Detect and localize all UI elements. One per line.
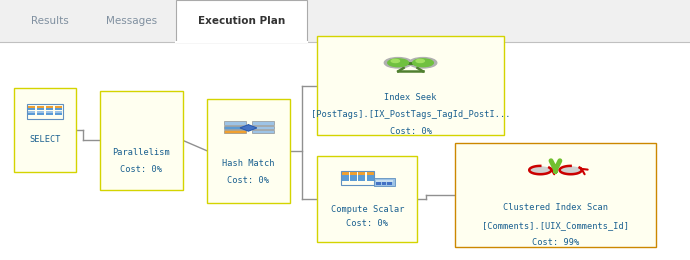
FancyBboxPatch shape	[359, 172, 366, 174]
FancyBboxPatch shape	[0, 42, 690, 260]
FancyBboxPatch shape	[37, 106, 44, 108]
FancyBboxPatch shape	[317, 36, 504, 135]
FancyBboxPatch shape	[28, 106, 35, 108]
FancyBboxPatch shape	[388, 183, 392, 184]
Text: Cost: 0%: Cost: 0%	[390, 127, 431, 136]
FancyBboxPatch shape	[342, 172, 348, 174]
FancyBboxPatch shape	[55, 111, 62, 113]
FancyBboxPatch shape	[37, 113, 44, 115]
Text: Messages: Messages	[106, 16, 157, 26]
FancyBboxPatch shape	[224, 130, 246, 133]
Circle shape	[413, 59, 433, 67]
Text: Cost: 0%: Cost: 0%	[346, 219, 388, 228]
Text: Results: Results	[31, 16, 69, 26]
FancyBboxPatch shape	[377, 184, 381, 185]
FancyBboxPatch shape	[342, 175, 348, 177]
FancyBboxPatch shape	[342, 179, 348, 181]
Text: [PostTags].[IX_PostTags_TagId_PostI...: [PostTags].[IX_PostTags_TagId_PostI...	[310, 110, 511, 119]
FancyBboxPatch shape	[350, 175, 357, 177]
Circle shape	[530, 167, 551, 175]
Text: Clustered Index Scan: Clustered Index Scan	[503, 203, 608, 212]
Circle shape	[560, 167, 581, 175]
FancyBboxPatch shape	[382, 183, 386, 184]
FancyBboxPatch shape	[350, 172, 357, 174]
FancyBboxPatch shape	[46, 106, 53, 108]
FancyBboxPatch shape	[367, 179, 374, 181]
FancyBboxPatch shape	[55, 106, 62, 108]
FancyBboxPatch shape	[28, 108, 35, 110]
Circle shape	[384, 57, 412, 68]
Text: Execution Plan: Execution Plan	[198, 16, 285, 26]
FancyBboxPatch shape	[207, 99, 290, 203]
FancyBboxPatch shape	[374, 178, 395, 186]
Polygon shape	[240, 125, 257, 131]
FancyBboxPatch shape	[28, 113, 35, 115]
FancyBboxPatch shape	[455, 143, 656, 247]
FancyBboxPatch shape	[382, 184, 386, 185]
FancyBboxPatch shape	[350, 177, 357, 179]
FancyBboxPatch shape	[350, 179, 357, 181]
FancyBboxPatch shape	[176, 0, 307, 42]
Text: Index Seek: Index Seek	[384, 93, 437, 102]
Text: Cost: 0%: Cost: 0%	[121, 165, 162, 174]
Text: Hash Match: Hash Match	[222, 159, 275, 168]
Text: Cost: 99%: Cost: 99%	[532, 238, 579, 247]
FancyBboxPatch shape	[377, 183, 381, 184]
FancyBboxPatch shape	[317, 156, 417, 242]
FancyBboxPatch shape	[100, 91, 183, 190]
FancyBboxPatch shape	[377, 182, 381, 183]
Circle shape	[388, 59, 408, 67]
FancyBboxPatch shape	[359, 175, 366, 177]
Text: [Comments].[UIX_Comments_Id]: [Comments].[UIX_Comments_Id]	[482, 221, 629, 230]
FancyBboxPatch shape	[46, 111, 53, 113]
FancyBboxPatch shape	[359, 179, 366, 181]
FancyBboxPatch shape	[252, 121, 274, 125]
FancyBboxPatch shape	[388, 182, 392, 183]
Text: Parallelism: Parallelism	[112, 148, 170, 157]
Circle shape	[391, 59, 400, 62]
FancyBboxPatch shape	[367, 175, 374, 177]
FancyBboxPatch shape	[382, 182, 386, 183]
FancyBboxPatch shape	[367, 177, 374, 179]
FancyBboxPatch shape	[377, 179, 393, 181]
FancyBboxPatch shape	[28, 111, 35, 113]
FancyBboxPatch shape	[224, 121, 246, 125]
FancyBboxPatch shape	[224, 126, 246, 129]
Text: Cost: 0%: Cost: 0%	[228, 177, 269, 185]
FancyBboxPatch shape	[252, 130, 274, 133]
FancyBboxPatch shape	[342, 177, 348, 179]
FancyBboxPatch shape	[14, 88, 76, 172]
FancyBboxPatch shape	[55, 113, 62, 115]
FancyBboxPatch shape	[55, 108, 62, 110]
FancyBboxPatch shape	[37, 108, 44, 110]
FancyBboxPatch shape	[0, 0, 690, 42]
FancyBboxPatch shape	[46, 108, 53, 110]
Text: SELECT: SELECT	[29, 135, 61, 145]
FancyBboxPatch shape	[359, 177, 366, 179]
FancyBboxPatch shape	[388, 184, 392, 185]
Circle shape	[409, 57, 437, 68]
Text: Compute Scalar: Compute Scalar	[331, 205, 404, 214]
Circle shape	[416, 59, 424, 62]
FancyBboxPatch shape	[46, 113, 53, 115]
FancyBboxPatch shape	[252, 126, 274, 129]
FancyBboxPatch shape	[37, 111, 44, 113]
FancyBboxPatch shape	[367, 172, 374, 174]
